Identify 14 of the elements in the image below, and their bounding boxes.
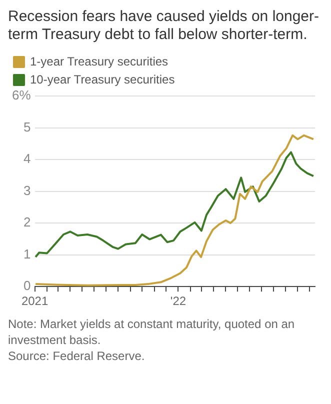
x-tick-label: '22	[170, 294, 186, 308]
y-tick-label: 2	[24, 214, 31, 230]
y-tick-label: 5	[24, 119, 31, 134]
y-tick-label: 6%	[12, 88, 32, 103]
source-note: Source: Federal Reserve.	[8, 348, 146, 364]
chart-title: Recession fears have caused yields on longer-term Treasury debt to fall below shorter-term.	[8, 8, 320, 44]
x-tick-label: 2021	[21, 294, 48, 308]
y-tick-label: 4	[24, 151, 31, 166]
y-tick-label: 3	[24, 182, 31, 198]
legend-label: 1-year Treasury securities	[30, 54, 168, 68]
legend-label: 10-year Treasury securities	[30, 72, 175, 86]
y-tick-label: 1	[24, 246, 31, 262]
y-tick-label: 0	[24, 278, 31, 294]
text: Note: Market yields at constant maturity, quoted on an investment basis.	[8, 316, 296, 348]
